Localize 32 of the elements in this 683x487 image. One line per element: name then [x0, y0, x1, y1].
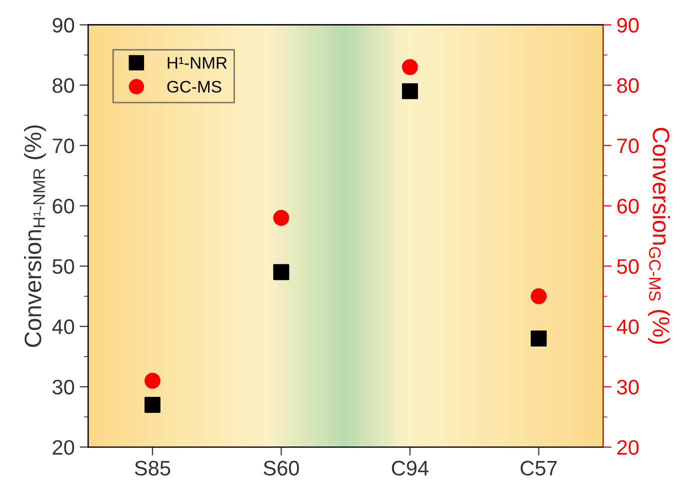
- point: [530, 330, 547, 346]
- y2-axis-title: Conversion$_{GC-MS}$ (%): [648, 128, 670, 344]
- y2-tick-label: 20: [617, 440, 639, 455]
- point: [273, 264, 290, 280]
- y2-tick-label: 70: [617, 138, 639, 154]
- x-tick-label: S60: [264, 460, 299, 476]
- y-tick-label: 50: [52, 259, 74, 274]
- y-tick-label: 90: [52, 18, 74, 33]
- y-tick-label: 60: [52, 198, 74, 214]
- y-tick-label: 40: [52, 319, 74, 334]
- x-tick-label: S85: [134, 460, 170, 476]
- y2-tick-label: 40: [616, 319, 639, 334]
- point: [144, 372, 160, 389]
- point: [530, 288, 547, 304]
- point: [273, 210, 290, 226]
- y2-tick-label: 30: [617, 380, 639, 394]
- point: [402, 59, 418, 76]
- y2-tick-label: 60: [617, 198, 639, 214]
- y-tick-label: 20: [52, 440, 74, 455]
- y-axis-title: Conversion$_{H¹-NMR}$ (%): [24, 125, 46, 347]
- y2-tick-label: 90: [617, 18, 639, 33]
- y-tick-label: 70: [52, 138, 74, 154]
- legend-label: GC-MS: [167, 80, 222, 93]
- y-tick-label: 30: [52, 380, 74, 394]
- point: [144, 396, 160, 413]
- point: [402, 83, 418, 100]
- x-tick-label: C94: [392, 460, 428, 476]
- y-tick-label: 80: [52, 78, 74, 93]
- y2-tick-label: 80: [617, 78, 639, 93]
- x-tick-label: C57: [520, 460, 557, 476]
- y2-tick-label: 50: [617, 259, 639, 274]
- legend-label: H¹-NMR: [168, 57, 227, 69]
